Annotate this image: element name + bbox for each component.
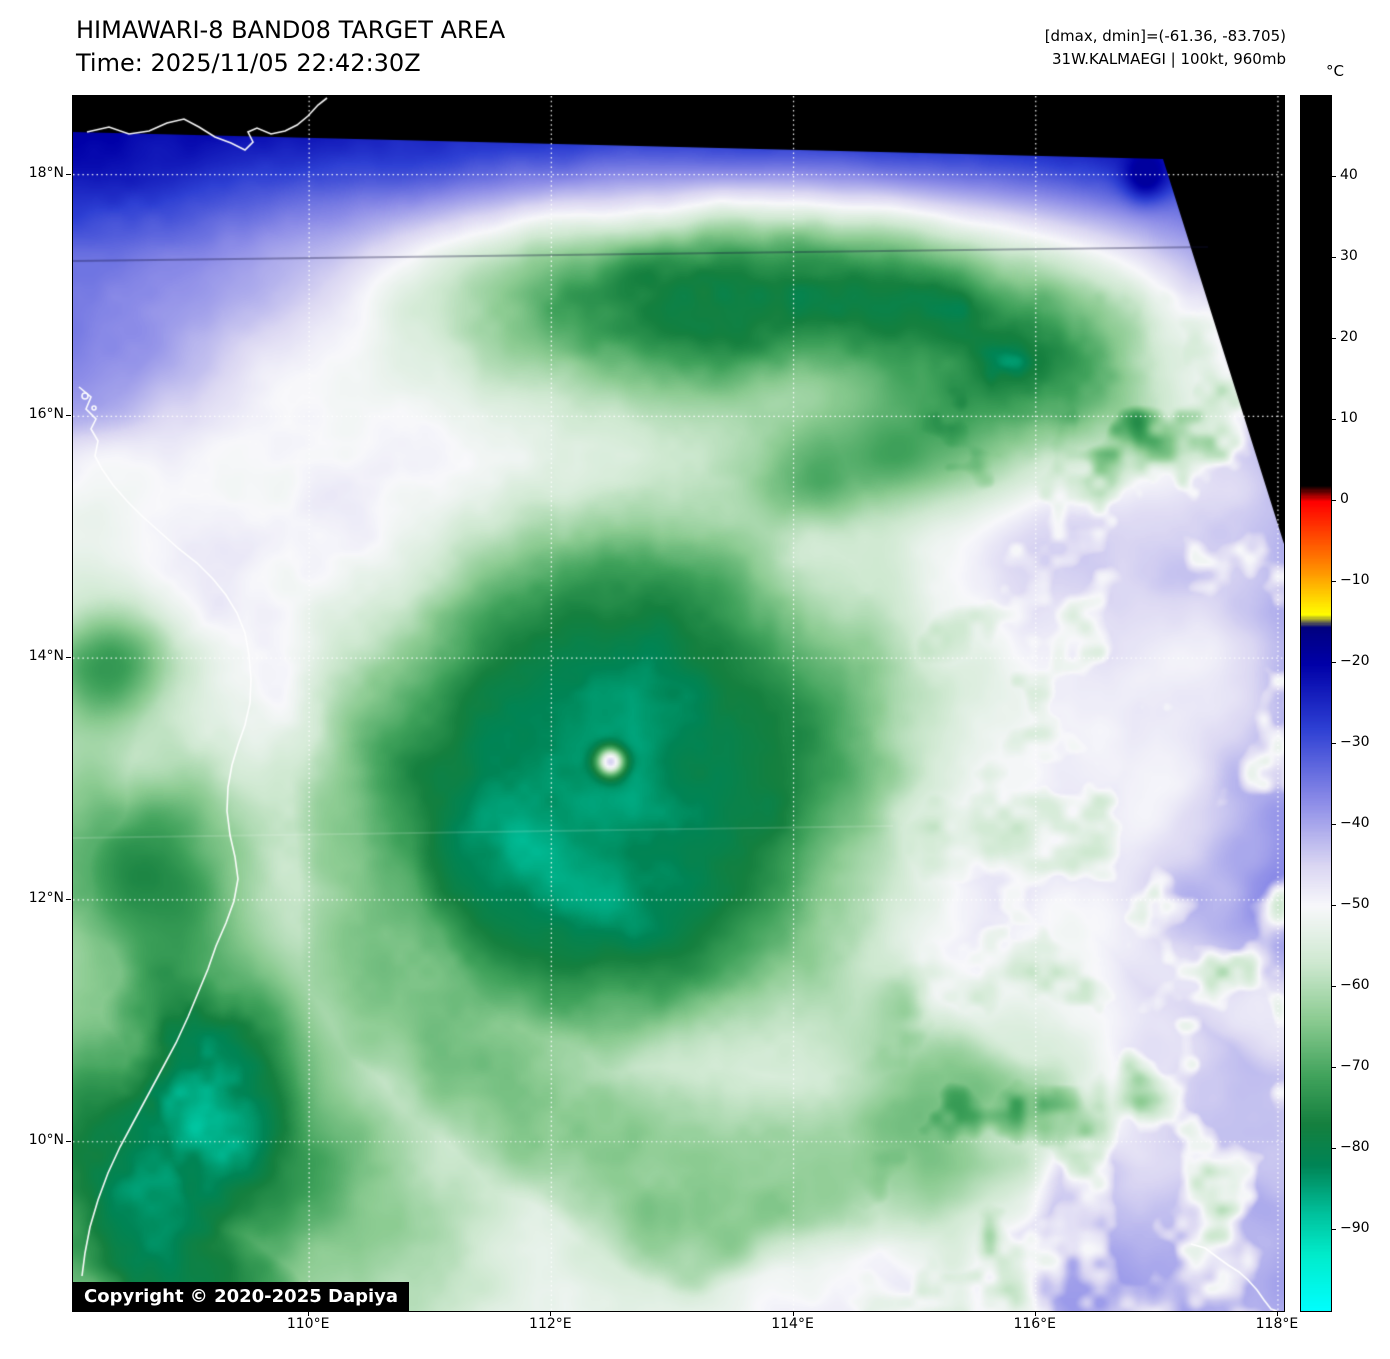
timestamp: Time: 2025/11/05 22:42:30Z [76, 49, 421, 77]
colorbar-tick-mark [1331, 500, 1336, 501]
colorbar-tick-label: −60 [1340, 977, 1370, 993]
colorbar-tick-label: 40 [1340, 167, 1358, 183]
lat-tick-mark [66, 415, 71, 417]
lon-tick-mark [308, 1311, 310, 1316]
lon-tick-mark [1276, 1311, 1278, 1316]
colorbar-tick-mark [1331, 905, 1336, 906]
lon-tick-label: 116°E [1013, 1316, 1057, 1332]
lon-tick-label: 118°E [1255, 1316, 1299, 1332]
colorbar-tick-mark [1331, 257, 1336, 258]
storm-info-label: 31W.KALMAEGI | 100kt, 960mb [1052, 50, 1286, 68]
lon-tick-label: 114°E [771, 1316, 814, 1332]
colorbar-tick-mark [1331, 1229, 1336, 1230]
colorbar-tick-label: 0 [1340, 491, 1349, 507]
colorbar-unit-label: °C [1326, 62, 1344, 80]
colorbar [1300, 95, 1332, 1312]
colorbar-tick-label: −30 [1340, 734, 1370, 750]
lat-tick-mark [66, 898, 71, 900]
colorbar-tick-label: −20 [1340, 653, 1370, 669]
colorbar-tick-mark [1331, 986, 1336, 987]
colorbar-canvas [1301, 96, 1331, 1311]
colorbar-tick-label: −70 [1340, 1058, 1370, 1074]
colorbar-tick-mark [1331, 176, 1336, 177]
colorbar-tick-mark [1331, 1148, 1336, 1149]
lat-tick-label: 16°N [28, 406, 64, 423]
lon-tick-mark [792, 1311, 794, 1316]
colorbar-tick-label: 20 [1340, 329, 1358, 345]
colorbar-tick-label: 30 [1340, 248, 1358, 264]
colorbar-tick-label: 10 [1340, 410, 1358, 426]
colorbar-tick-mark [1331, 824, 1336, 825]
colorbar-tick-mark [1331, 662, 1336, 663]
colorbar-tick-mark [1331, 1067, 1336, 1068]
lat-tick-label: 14°N [28, 648, 64, 665]
colorbar-tick-mark [1331, 338, 1336, 339]
dmax-dmin-label: [dmax, dmin]=(-61.36, -83.705) [1044, 27, 1286, 45]
page-title: HIMAWARI-8 BAND08 TARGET AREA [76, 16, 506, 44]
lat-tick-label: 10°N [28, 1131, 64, 1148]
colorbar-tick-label: −10 [1340, 572, 1370, 588]
lat-tick-mark [66, 173, 71, 175]
colorbar-tick-label: −90 [1340, 1220, 1370, 1236]
colorbar-tick-mark [1331, 581, 1336, 582]
lat-tick-label: 12°N [28, 889, 64, 906]
satellite-image-canvas [73, 96, 1284, 1311]
lon-tick-label: 110°E [286, 1316, 330, 1332]
colorbar-tick-label: −50 [1340, 896, 1370, 912]
lat-tick-mark [66, 657, 71, 659]
lon-tick-mark [1034, 1311, 1036, 1316]
copyright-badge: Copyright © 2020-2025 Dapiya [73, 1282, 410, 1311]
lon-tick-label: 112°E [529, 1316, 572, 1332]
colorbar-tick-label: −80 [1340, 1139, 1370, 1155]
annotation-block: [dmax, dmin]=(-61.36, -83.705) 31W.KALMA… [1045, 25, 1286, 71]
colorbar-tick-mark [1331, 743, 1336, 744]
colorbar-tick-label: −40 [1340, 815, 1370, 831]
map-frame: Copyright © 2020-2025 Dapiya [72, 95, 1285, 1312]
lat-tick-mark [66, 1140, 71, 1142]
lat-tick-label: 18°N [28, 164, 64, 181]
colorbar-tick-mark [1331, 419, 1336, 420]
lon-tick-mark [550, 1311, 552, 1316]
